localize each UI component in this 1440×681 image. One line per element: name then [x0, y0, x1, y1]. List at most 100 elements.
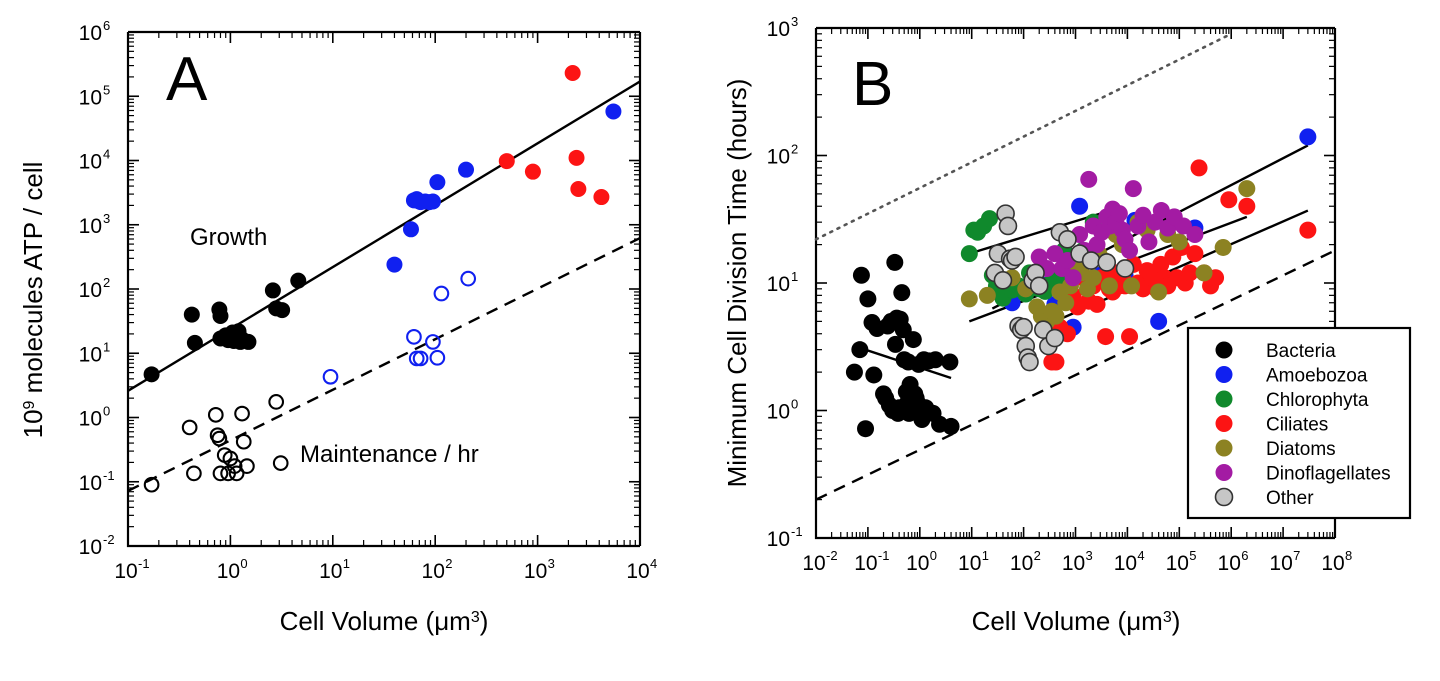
data-point: [1088, 295, 1106, 313]
svg-text:4: 4: [1137, 548, 1144, 563]
svg-text:4: 4: [650, 556, 657, 571]
y-tick-label: 10 3: [79, 211, 111, 238]
series-other: [985, 204, 1135, 372]
legend-label: Amoebozoa: [1266, 366, 1368, 387]
annotation-maintenance: Maintenance / hr: [300, 441, 479, 468]
svg-text:10: 10: [1321, 552, 1344, 575]
data-point: [993, 270, 1013, 290]
svg-text:10: 10: [79, 215, 102, 238]
data-point: [978, 286, 996, 304]
svg-text:10: 10: [906, 552, 929, 575]
legend-item-dinoflagellates[interactable]: Dinoflagellates: [1215, 464, 1391, 485]
data-point: [857, 420, 875, 438]
svg-text:10: 10: [1269, 552, 1292, 575]
data-point: [1220, 191, 1238, 209]
svg-text:10: 10: [79, 279, 102, 302]
svg-text:3: 3: [791, 14, 798, 29]
data-point: [845, 363, 863, 381]
svg-text:10: 10: [1166, 552, 1189, 575]
series-growth-ciliates-filled-red-: [498, 65, 610, 206]
svg-text:10: 10: [79, 86, 102, 109]
svg-text:10: 10: [854, 552, 877, 575]
data-point: [1097, 253, 1117, 272]
data-point: [406, 328, 422, 345]
data-point: [1014, 317, 1033, 337]
data-point: [960, 245, 978, 263]
svg-text:10: 10: [79, 536, 102, 559]
svg-text:10: 10: [319, 560, 342, 583]
data-point: [865, 366, 883, 384]
series-maintenance-protists-open-blue-: [322, 270, 477, 385]
svg-text:10: 10: [1010, 552, 1033, 575]
svg-text:10: 10: [79, 151, 102, 174]
data-point: [239, 458, 255, 474]
svg-text:10: 10: [767, 18, 790, 41]
y-tick-label: 10 0: [79, 404, 111, 431]
legend-item-ciliates[interactable]: Ciliates: [1215, 415, 1329, 436]
legend-item-amoebozoa[interactable]: Amoebozoa: [1215, 366, 1368, 387]
data-point: [222, 450, 239, 467]
data-point: [1071, 197, 1089, 215]
legend-item-chlorophyta[interactable]: Chlorophyta: [1215, 390, 1369, 411]
y-tick-label: 10 5: [79, 82, 111, 109]
x-tick-label: 10 4: [1114, 548, 1145, 575]
data-point: [290, 272, 307, 289]
svg-text:10: 10: [1062, 552, 1085, 575]
x-axis-title-a: Cell Volume (μm3): [280, 606, 489, 636]
svg-text:0: 0: [240, 556, 247, 571]
data-point: [429, 174, 446, 191]
y-tick-label: 10 0: [767, 397, 799, 424]
legend-item-other[interactable]: Other: [1214, 487, 1315, 509]
data-point: [322, 368, 339, 385]
data-point: [1045, 328, 1065, 348]
data-point: [1064, 269, 1082, 287]
svg-text:5: 5: [1189, 548, 1196, 563]
y-tick-label: 10 -2: [79, 532, 115, 559]
series-growth-protists-filled-blue-: [386, 103, 622, 273]
data-point: [235, 433, 252, 450]
data-point: [425, 334, 441, 350]
data-point: [1238, 197, 1256, 215]
data-point: [186, 465, 202, 482]
data-point: [458, 161, 475, 178]
y-tick-label: 10 2: [767, 142, 799, 169]
data-point: [183, 306, 200, 323]
svg-text:5: 5: [103, 82, 110, 97]
data-point: [852, 266, 870, 284]
data-point: [605, 103, 622, 120]
svg-text:3: 3: [548, 556, 555, 571]
svg-text:1: 1: [982, 548, 989, 563]
svg-text:1: 1: [103, 339, 110, 354]
legend-item-bacteria[interactable]: Bacteria: [1215, 341, 1337, 362]
legend-label: Ciliates: [1266, 415, 1328, 436]
data-point: [1081, 251, 1101, 270]
data-point: [564, 65, 581, 82]
legend-item-diatoms[interactable]: Diatoms: [1215, 439, 1336, 460]
data-point: [942, 417, 960, 435]
svg-text:2: 2: [791, 142, 798, 157]
data-point: [212, 465, 229, 482]
x-tick-label: 10 1: [319, 556, 350, 583]
svg-text:4: 4: [103, 147, 110, 162]
data-points: [845, 128, 1317, 438]
data-point: [893, 284, 911, 302]
data-point: [904, 331, 922, 349]
annotation-growth: Growth: [190, 224, 267, 251]
data-point: [570, 181, 587, 198]
svg-text:0: 0: [791, 397, 798, 412]
x-tick-label: 10 2: [1010, 548, 1041, 575]
data-point: [181, 419, 198, 436]
data-point: [1057, 294, 1075, 312]
svg-text:109 molecules ATP / cell: 109 molecules ATP / cell: [18, 162, 48, 439]
data-point: [593, 189, 610, 206]
svg-text:2: 2: [103, 275, 110, 290]
x-tick-labels: 10 -2 10 -1 10 0 10 1 10 2 10 3 10 4 10 5 10 6 10 7 10 8: [802, 548, 1352, 575]
svg-text:-2: -2: [826, 548, 838, 563]
data-point: [186, 334, 203, 351]
data-point: [886, 253, 904, 271]
data-point: [412, 350, 429, 367]
x-axis-title-b: Cell Volume (μm3): [972, 606, 1181, 636]
svg-text:3: 3: [1086, 548, 1093, 563]
